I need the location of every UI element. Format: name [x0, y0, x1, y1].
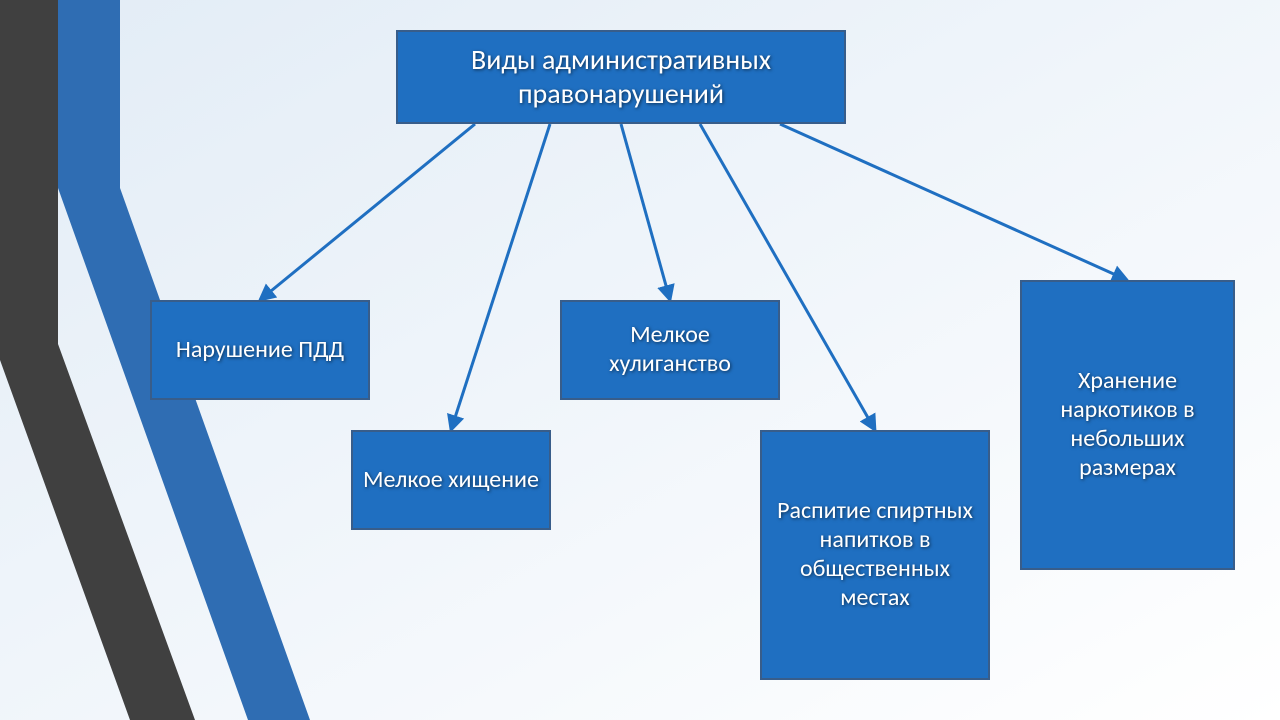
child-label: Мелкое хулиганство	[570, 321, 770, 379]
child-label: Хранение наркотиков в небольших размерах	[1030, 367, 1225, 482]
root-label: Виды административных правонарушений	[406, 43, 836, 110]
child-box-theft: Мелкое хищение	[351, 430, 551, 530]
connector-line	[451, 124, 550, 430]
child-label: Нарушение ПДД	[176, 336, 344, 365]
connector-line	[621, 124, 670, 300]
connector-line	[260, 124, 475, 300]
child-box-hooliganism: Мелкое хулиганство	[560, 300, 780, 400]
child-box-alcohol: Распитие спиртных напитков в общественны…	[760, 430, 990, 680]
connector-line	[780, 124, 1127, 280]
child-box-drugs: Хранение наркотиков в небольших размерах	[1020, 280, 1235, 570]
child-box-pdd: Нарушение ПДД	[150, 300, 370, 400]
root-box: Виды административных правонарушений	[396, 30, 846, 124]
child-label: Мелкое хищение	[363, 466, 539, 495]
diagram-stage: Виды административных правонарушений Нар…	[0, 0, 1280, 720]
child-label: Распитие спиртных напитков в общественны…	[770, 497, 980, 612]
